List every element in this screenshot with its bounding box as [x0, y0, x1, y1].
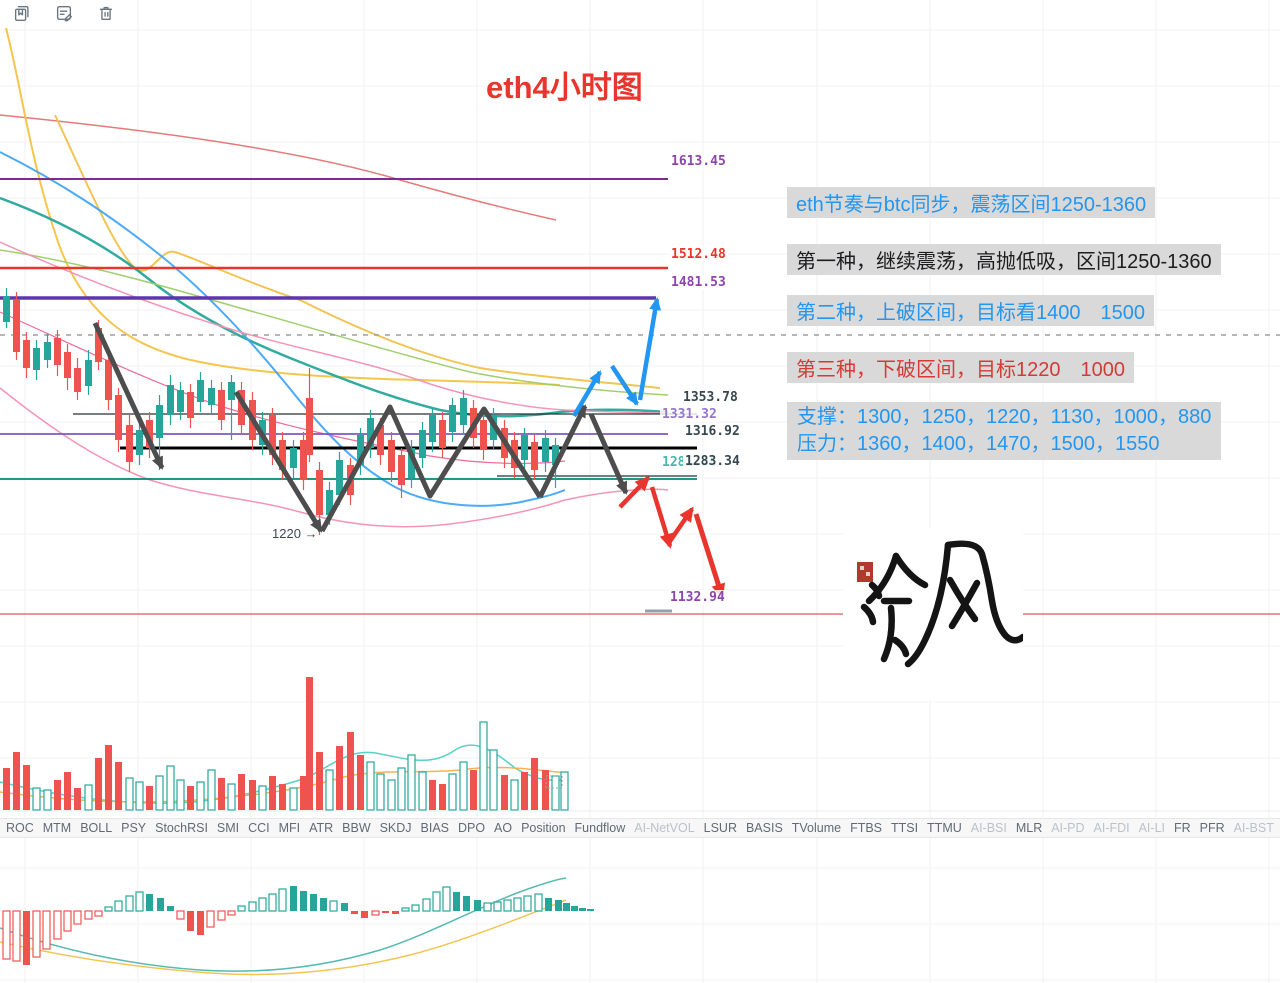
tab-ai-netvol[interactable]: AI-NetVOL [634, 821, 695, 835]
tab-lsur[interactable]: LSUR [703, 821, 737, 835]
ma-yellow-wave [54, 114, 661, 389]
tab-ftbs[interactable]: FTBS [850, 821, 883, 835]
tab-bbw[interactable]: BBW [342, 821, 371, 835]
volume-bars-layer [0, 677, 1280, 812]
ma-green [0, 249, 669, 396]
tab-stochrsi[interactable]: StochRSI [155, 821, 208, 835]
boll-lower [0, 387, 669, 528]
page-title: eth4小时图 [486, 70, 643, 105]
price-label-1132.94: 1132.94 [668, 590, 727, 605]
trash-icon[interactable] [94, 1, 118, 25]
tab-mfi[interactable]: MFI [278, 821, 301, 835]
edit-note-icon[interactable] [52, 1, 76, 25]
tab-ai-li[interactable]: AI-LI [1138, 821, 1165, 835]
tab-atr[interactable]: ATR [309, 821, 334, 835]
price-label-1353.78: 1353.78 [681, 390, 740, 405]
candles-layer [3, 288, 559, 535]
ma-yellow-steep [5, 27, 561, 386]
tab-fr[interactable]: FR [1173, 821, 1191, 835]
support-levels-text: 支撑：1300，1250，1220，1130，1000，880 [797, 406, 1212, 428]
macd-line-yellow [0, 899, 567, 976]
indicator-curves-layer [0, 27, 669, 976]
tab-basis[interactable]: BASIS [745, 821, 783, 835]
tab-ao[interactable]: AO [494, 821, 513, 835]
macd-line-teal [0, 877, 567, 972]
signature-watermark [843, 528, 1027, 700]
tab-ai-pd[interactable]: AI-PD [1051, 821, 1085, 835]
extras-layer [545, 775, 563, 789]
tab-cci[interactable]: CCI [248, 821, 270, 835]
signature-seal [857, 562, 873, 582]
note-support-resistance: 支撑：1300，1250，1220，1130，1000，880 压力：1360，… [787, 402, 1222, 460]
price-label-1481.53: 1481.53 [669, 275, 728, 290]
tab-pfr[interactable]: PFR [1199, 821, 1225, 835]
tab-skdj[interactable]: SKDJ [379, 821, 412, 835]
tab-dpo[interactable]: DPO [457, 821, 486, 835]
ma-pink-long [0, 114, 557, 221]
tab-ai-fdi[interactable]: AI-FDI [1093, 821, 1130, 835]
tab-psy[interactable]: PSY [121, 821, 147, 835]
note-scenario-3: 第三种，下破区间，目标1220 1000 [787, 352, 1134, 383]
tab-ai-bst[interactable]: AI-BST [1233, 821, 1274, 835]
note-range-sync: eth节奏与btc同步，震荡区间1250-1360 [787, 187, 1156, 218]
boll-mid [0, 311, 566, 465]
duplicate-icon[interactable] [10, 1, 34, 25]
price-label-1283.34: 1283.34 [683, 454, 742, 469]
tab-fundflow[interactable]: Fundflow [574, 821, 626, 835]
resistance-levels-text: 压力：1360，1400，1470，1500，1550 [797, 433, 1160, 455]
tab-ttsi[interactable]: TTSI [890, 821, 919, 835]
tab-mtm[interactable]: MTM [42, 821, 72, 835]
tab-smi[interactable]: SMI [216, 821, 240, 835]
tab-ai-bsi[interactable]: AI-BSI [970, 821, 1007, 835]
tab-ttmu[interactable]: TTMU [927, 821, 962, 835]
note-scenario-1: 第一种，继续震荡，高抛低吸，区间1250-1360 [787, 244, 1221, 275]
macd-histogram-layer [2, 886, 594, 965]
low-price-marker: 1220 → [272, 526, 318, 541]
note-scenario-2: 第二种，上破区间，目标看1400 1500 [787, 295, 1154, 326]
ma-teal-thick [0, 196, 669, 418]
price-label-1316.92: 1316.92 [683, 424, 742, 439]
support-resistance-lines-layer [0, 178, 1280, 615]
tab-position[interactable]: Position [521, 821, 566, 835]
tab-bias[interactable]: BIAS [420, 821, 450, 835]
tab-tvolume[interactable]: TVolume [791, 821, 842, 835]
tab-boll[interactable]: BOLL [80, 821, 113, 835]
price-label-1331.32: 1331.32 [660, 407, 719, 422]
price-label-1512.48: 1512.48 [669, 247, 728, 262]
signature-calligraphy [857, 540, 1027, 668]
annotation-arrows-layer [92, 297, 726, 599]
tab-roc[interactable]: ROC [6, 821, 34, 835]
drawing-toolbar [10, 1, 118, 25]
tab-mlr[interactable]: MLR [1015, 821, 1043, 835]
price-label-1613.45: 1613.45 [669, 154, 728, 169]
indicator-tabbar: ROC MTM BOLL PSY StochRSI SMI CCI MFI ATR BBW SKDJ… [0, 818, 1280, 838]
